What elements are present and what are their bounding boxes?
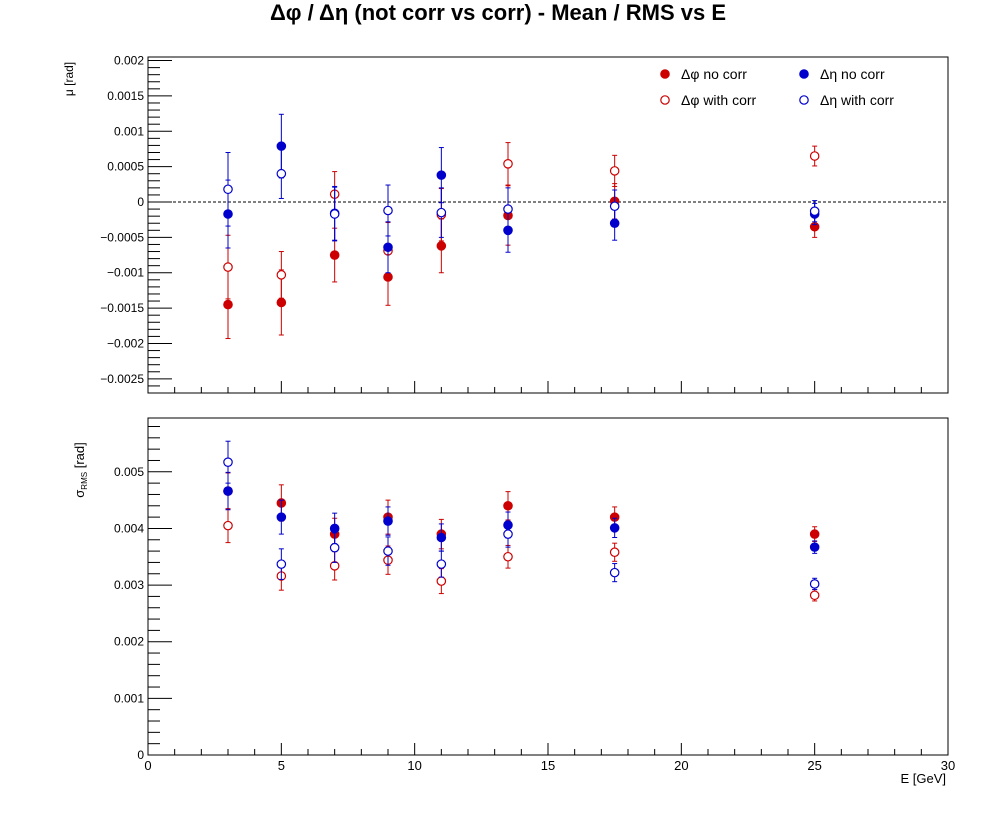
legend-label-phi_nocorr: Δφ no corr bbox=[681, 66, 747, 82]
mean-series-2 bbox=[223, 113, 820, 274]
data-point bbox=[503, 551, 513, 562]
rms-ytick-label: 0.002 bbox=[114, 635, 144, 649]
data-point bbox=[809, 579, 820, 589]
data-point bbox=[436, 576, 447, 586]
data-point bbox=[329, 250, 340, 260]
mean-ytick-label: 0 bbox=[137, 195, 144, 209]
data-point bbox=[609, 523, 620, 533]
rms-series-1 bbox=[223, 508, 820, 602]
mean-panel: 0.002 0.0015 0.001 0.0005 0 −0.0005 −0.001 −0.0… bbox=[62, 54, 949, 394]
data-point bbox=[609, 166, 620, 176]
mean-ytick-label: −0.0005 bbox=[100, 230, 144, 244]
rms-frame bbox=[147, 417, 949, 756]
rms-ytick-label: 0.001 bbox=[114, 691, 144, 705]
mean-ytick-label: 0.0015 bbox=[107, 89, 144, 103]
x-axis-label: E [GeV] bbox=[900, 771, 946, 786]
rms-xtick-label: 15 bbox=[541, 758, 555, 773]
data-point bbox=[436, 241, 447, 251]
mean-series-0 bbox=[223, 183, 820, 340]
data-point bbox=[436, 559, 447, 569]
legend: Δφ no corr Δη no corr Δφ with corr Δη with … bbox=[660, 66, 894, 108]
rms-ytick-label: 0.005 bbox=[114, 465, 144, 479]
rms-ytick-label: 0.003 bbox=[114, 578, 144, 592]
rms-xtick-label: 20 bbox=[674, 758, 688, 773]
data-point bbox=[329, 542, 340, 553]
rms-xtick-label: 25 bbox=[807, 758, 821, 773]
data-point bbox=[503, 500, 513, 511]
mean-ytick-label: −0.0025 bbox=[100, 372, 144, 386]
data-point bbox=[503, 529, 513, 539]
data-point bbox=[809, 151, 820, 161]
data-point bbox=[223, 184, 233, 195]
legend-marker-eta_nocorr bbox=[799, 69, 809, 79]
mean-ytick-label: 0.002 bbox=[114, 54, 144, 68]
data-point bbox=[809, 590, 820, 601]
rms-ytick-label: 0 bbox=[137, 748, 144, 762]
data-point bbox=[223, 520, 233, 531]
data-point bbox=[809, 529, 820, 539]
rms-xtick-label: 10 bbox=[407, 758, 421, 773]
data-point bbox=[609, 201, 620, 212]
data-point bbox=[276, 297, 287, 308]
legend-marker-phi_corr bbox=[660, 95, 670, 105]
data-point bbox=[276, 512, 287, 522]
legend-marker-eta_corr bbox=[799, 95, 809, 105]
rms-series-2 bbox=[223, 471, 820, 554]
rms-series-0 bbox=[223, 472, 820, 551]
data-point bbox=[609, 547, 620, 558]
data-point bbox=[809, 206, 820, 217]
rms-ytick-label: 0.004 bbox=[114, 521, 144, 535]
data-point bbox=[276, 168, 287, 179]
legend-label-eta_corr: Δη with corr bbox=[820, 92, 894, 108]
data-point bbox=[436, 532, 447, 543]
mean-y-axis-label: μ [rad] bbox=[62, 62, 76, 96]
mean-ytick-label: −0.002 bbox=[107, 336, 144, 350]
data-point bbox=[383, 516, 393, 526]
data-point bbox=[436, 207, 447, 218]
data-point bbox=[383, 205, 393, 216]
mean-series-1 bbox=[223, 142, 820, 300]
data-point bbox=[503, 159, 513, 169]
mean-ytick-label: −0.0015 bbox=[100, 301, 144, 315]
data-point bbox=[436, 170, 447, 180]
rms-xtick-label: 5 bbox=[278, 758, 285, 773]
data-point bbox=[276, 270, 287, 280]
mean-series-3 bbox=[223, 148, 820, 242]
mean-ytick-label: 0.001 bbox=[114, 124, 144, 138]
mean-ytick-label: −0.001 bbox=[107, 266, 144, 280]
mean-ytick-label: 0.0005 bbox=[107, 160, 144, 174]
legend-marker-phi_nocorr bbox=[660, 69, 670, 79]
rms-xtick-label: 30 bbox=[941, 758, 955, 773]
data-point bbox=[383, 242, 393, 253]
data-point bbox=[329, 209, 340, 219]
rms-series-3 bbox=[223, 440, 820, 591]
data-point bbox=[383, 546, 393, 556]
rms-y-axis-label: σRMS [rad] bbox=[72, 442, 89, 497]
data-point bbox=[223, 486, 233, 496]
data-point bbox=[223, 262, 233, 272]
rms-panel: 0 0.001 0.002 0.003 0.004 0.005 0 5 10 15 20 25 30E … bbox=[72, 417, 955, 786]
data-point bbox=[223, 299, 233, 310]
legend-label-eta_nocorr: Δη no corr bbox=[820, 66, 885, 82]
rms-xtick-label: 0 bbox=[144, 758, 151, 773]
chart-title: Δφ / Δη (not corr vs corr) - Mean / RMS … bbox=[269, 0, 727, 25]
data-point bbox=[609, 567, 620, 578]
data-point bbox=[329, 523, 340, 534]
legend-label-phi_corr: Δφ with corr bbox=[681, 92, 757, 108]
data-point bbox=[503, 204, 513, 214]
data-point bbox=[809, 542, 820, 552]
data-point bbox=[223, 457, 233, 467]
data-point bbox=[276, 559, 287, 569]
